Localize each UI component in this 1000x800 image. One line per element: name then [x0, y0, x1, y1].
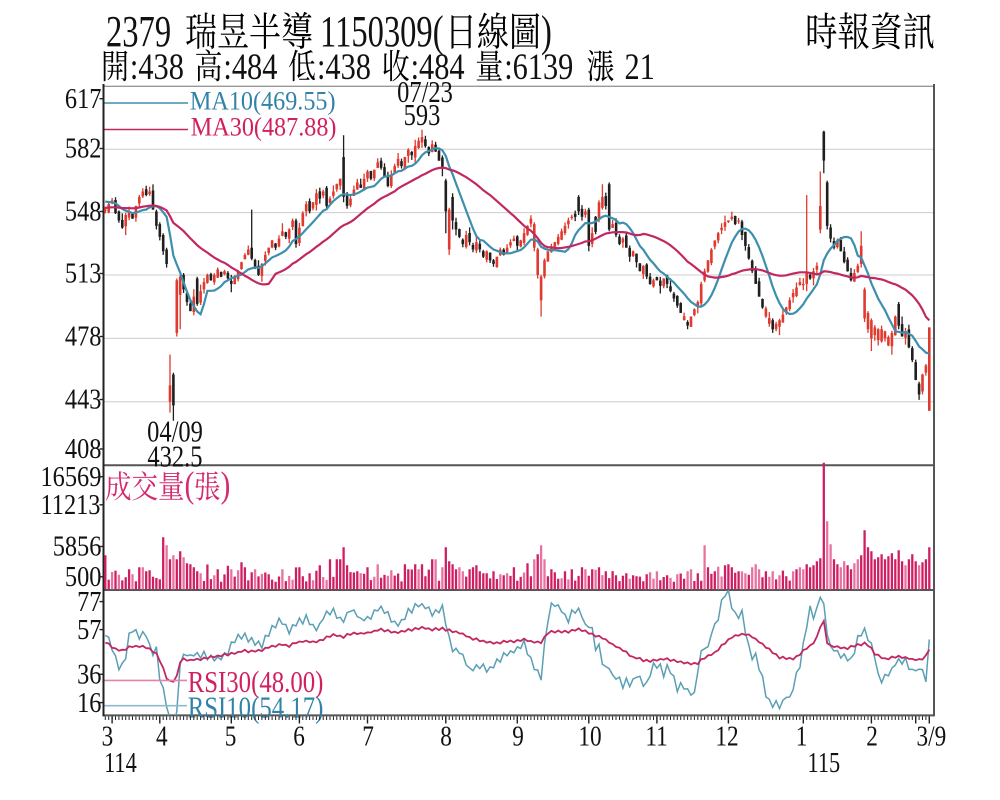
svg-text:): ): [541, 8, 552, 56]
svg-text:12: 12: [715, 720, 738, 752]
svg-text:2379: 2379: [106, 8, 171, 56]
svg-text:6: 6: [293, 720, 305, 752]
svg-text:77: 77: [77, 586, 101, 617]
svg-text:): ): [221, 465, 231, 506]
svg-text:3: 3: [102, 720, 114, 752]
svg-text::484: :484: [223, 47, 277, 88]
svg-text:8: 8: [440, 720, 452, 752]
svg-text:5856: 5856: [53, 531, 102, 562]
svg-text:(: (: [185, 465, 195, 506]
svg-text:4: 4: [156, 720, 168, 752]
svg-text:432.5: 432.5: [147, 440, 202, 474]
svg-text:10: 10: [578, 720, 601, 752]
svg-text:1: 1: [796, 720, 808, 752]
svg-text:07/23: 07/23: [397, 75, 453, 109]
svg-text:593: 593: [404, 98, 441, 132]
svg-text:408: 408: [65, 434, 102, 465]
svg-text:04/09: 04/09: [147, 415, 203, 449]
svg-text:478: 478: [65, 321, 102, 352]
svg-text:114: 114: [104, 746, 137, 778]
svg-text::438: :438: [317, 47, 371, 88]
svg-text:1150309(: 1150309(: [320, 8, 444, 56]
svg-text:582: 582: [65, 133, 102, 164]
svg-text:513: 513: [65, 258, 102, 289]
svg-text:MA10(469.55): MA10(469.55): [190, 88, 336, 116]
svg-text:3/9: 3/9: [917, 720, 947, 752]
svg-text:16: 16: [77, 687, 101, 718]
svg-text:RSI30(48.00): RSI30(48.00): [188, 665, 324, 699]
svg-text:7: 7: [362, 720, 374, 752]
svg-text:5: 5: [225, 720, 237, 752]
svg-text:500: 500: [65, 561, 102, 592]
svg-text::6139: :6139: [504, 47, 573, 88]
svg-text:617: 617: [65, 83, 102, 114]
svg-text:115: 115: [808, 746, 841, 778]
svg-text:MA30(487.88): MA30(487.88): [191, 114, 337, 142]
svg-text:2: 2: [866, 720, 878, 752]
svg-text::438: :438: [130, 47, 184, 88]
svg-text:57: 57: [77, 614, 101, 645]
svg-text:16569: 16569: [41, 461, 102, 492]
svg-text:11213: 11213: [41, 489, 101, 520]
svg-text:443: 443: [65, 384, 102, 415]
svg-text:9: 9: [512, 720, 524, 752]
svg-text::484: :484: [411, 47, 465, 88]
svg-text:548: 548: [65, 196, 102, 227]
svg-text:21: 21: [625, 47, 655, 88]
svg-text:11: 11: [645, 720, 667, 752]
svg-text:36: 36: [77, 659, 101, 690]
